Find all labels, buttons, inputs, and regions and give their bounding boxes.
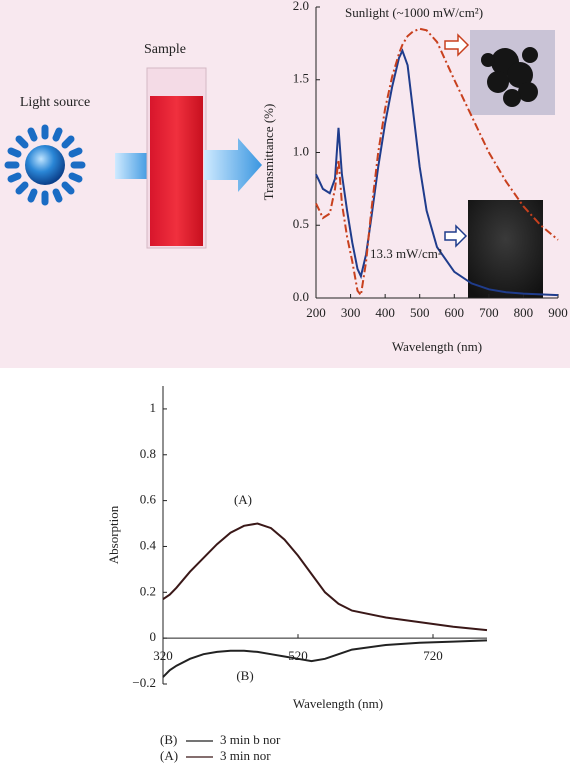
x-tick-label: 320	[153, 648, 173, 663]
curve-label: (A)	[234, 492, 252, 507]
y-tick-label: 0.4	[140, 537, 157, 552]
legend-key: (A)	[160, 748, 178, 763]
y-tick-label: 0.2	[140, 583, 156, 598]
beam-out	[204, 138, 262, 192]
y-axis-label: Absorption	[106, 505, 121, 564]
y-tick-label: 1	[150, 400, 157, 415]
x-tick-label: 200	[306, 305, 326, 320]
light-source-label: Light source	[20, 95, 90, 110]
curve-label: Sunlight (~1000 mW/cm²)	[345, 5, 483, 20]
x-tick-label: 700	[479, 305, 499, 320]
y-tick-label: −0.2	[132, 675, 156, 690]
x-tick-label: 600	[445, 305, 465, 320]
y-tick-label: 2.0	[293, 0, 309, 13]
legend-label: 3 min b nor	[220, 732, 281, 747]
arrow-sunlight	[444, 33, 470, 57]
beam-in	[115, 153, 150, 179]
x-tick-label: 800	[514, 305, 534, 320]
light-source-bulb	[25, 145, 65, 185]
tem-image-low	[468, 200, 543, 298]
curve-label: (B)	[236, 668, 253, 683]
x-tick-label: 500	[410, 305, 430, 320]
series-line	[315, 48, 559, 297]
y-axis-label: Transmittance (%)	[261, 104, 276, 201]
x-axis-label: Wavelength (nm)	[392, 339, 482, 354]
light-source-icon	[4, 124, 86, 206]
y-tick-label: 1.0	[293, 143, 309, 158]
y-tick-label: 0.5	[293, 216, 309, 231]
y-tick-label: 0.0	[293, 289, 309, 304]
sample-label: Sample	[144, 42, 186, 57]
legend-label: 3 min nor	[220, 748, 271, 763]
particles	[481, 47, 538, 107]
series-line	[162, 522, 488, 632]
y-tick-label: 0.8	[140, 446, 156, 461]
curve-label: 13.3 mW/cm²	[370, 246, 442, 261]
sample-liquid	[150, 96, 203, 246]
x-tick-label: 400	[375, 305, 395, 320]
legend-key: (B)	[160, 732, 177, 747]
series-line	[315, 27, 559, 298]
y-tick-label: 0	[150, 629, 157, 644]
x-axis-label: Wavelength (nm)	[293, 696, 383, 711]
y-tick-label: 1.5	[293, 71, 309, 86]
y-tick-label: 0.6	[140, 492, 157, 507]
arrow-low	[444, 224, 468, 248]
series-line	[162, 639, 488, 678]
illustration: Light source Sample	[4, 30, 555, 298]
x-tick-label: 900	[548, 305, 568, 320]
x-tick-label: 720	[423, 648, 443, 663]
x-tick-label: 300	[341, 305, 361, 320]
